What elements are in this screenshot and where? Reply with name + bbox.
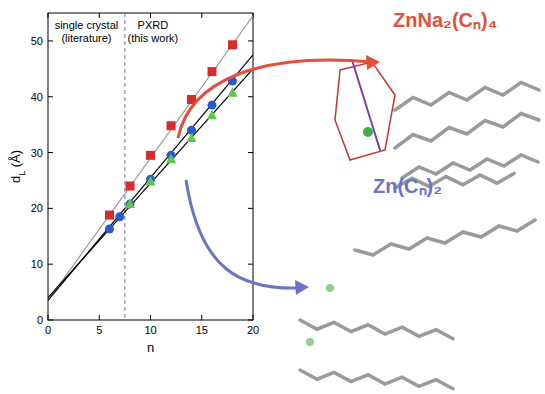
region-label: (literature)	[61, 32, 111, 44]
arrow	[186, 180, 300, 288]
compound-label: Zn(Cₙ)₂	[373, 175, 442, 197]
chain	[300, 370, 453, 389]
point	[125, 198, 135, 208]
y-tick	[248, 40, 253, 41]
x-tick	[48, 13, 49, 18]
x-tick	[99, 315, 100, 320]
x-tick	[253, 315, 254, 320]
y-tick	[248, 320, 253, 321]
x-tick	[150, 315, 151, 320]
bond	[352, 60, 380, 150]
point	[146, 176, 156, 186]
y-tick	[48, 40, 53, 41]
y-tick	[48, 208, 53, 209]
point	[187, 133, 197, 143]
x-tick	[201, 315, 202, 320]
point	[167, 121, 176, 130]
arrows	[178, 55, 380, 295]
point	[126, 199, 135, 208]
x-tick	[150, 13, 151, 18]
point	[166, 154, 176, 164]
point	[228, 40, 237, 49]
region-label: single crystal	[55, 19, 119, 31]
y-tick-label: 10	[31, 258, 43, 270]
x-tick-label: 0	[45, 324, 51, 336]
x-axis-label: n	[147, 340, 154, 355]
x-tick-label: 15	[196, 324, 208, 336]
point	[207, 110, 217, 120]
y-tick	[48, 152, 53, 153]
x-tick	[48, 315, 49, 320]
atom	[363, 127, 373, 137]
point	[146, 151, 155, 160]
x-tick-label: 10	[144, 324, 156, 336]
y-tick	[248, 96, 253, 97]
arrowhead	[366, 55, 380, 70]
y-tick-label: 40	[31, 91, 43, 103]
chain	[300, 320, 453, 339]
x-tick	[99, 13, 100, 18]
point	[126, 182, 135, 191]
y-tick	[48, 320, 53, 321]
y-tick	[48, 264, 53, 265]
chain	[355, 220, 535, 255]
y-tick-label: 20	[31, 202, 43, 214]
atom	[306, 338, 314, 346]
molecule-drawings	[300, 60, 539, 389]
chart: 0 5 10 15 20 0 10 20 30 40 50 n dL (Å) single crystal…	[0, 0, 545, 394]
y-tick-label: 0	[37, 314, 43, 326]
compound-label: ZnNa₂(Cₙ)₄	[393, 9, 497, 31]
point	[105, 211, 114, 220]
point	[208, 101, 217, 110]
x-tick-label: 5	[96, 324, 102, 336]
point	[115, 212, 124, 221]
chain	[395, 83, 539, 111]
x-tick-label: 20	[247, 324, 259, 336]
divider	[124, 13, 125, 320]
arrow	[178, 60, 372, 138]
y-axis-label: dL (Å)	[8, 150, 27, 183]
atom	[326, 284, 334, 292]
y-axis-label-part: (Å)	[8, 150, 23, 171]
x-tick	[201, 13, 202, 18]
arrowhead	[295, 280, 309, 295]
chain	[395, 114, 539, 149]
point	[105, 225, 114, 234]
point	[208, 67, 217, 76]
y-tick	[248, 152, 253, 153]
coordination	[335, 62, 395, 160]
y-axis-label-part: d	[8, 176, 23, 183]
fit-line	[48, 16, 253, 301]
y-tick	[248, 208, 253, 209]
plot-frame	[48, 13, 253, 320]
region-label: (this work)	[128, 32, 179, 44]
y-tick	[248, 264, 253, 265]
point	[228, 87, 238, 97]
plot-data	[48, 16, 253, 301]
y-tick-label: 30	[31, 147, 43, 159]
region-label: PXRD	[138, 19, 169, 31]
y-tick	[48, 96, 53, 97]
y-tick-label: 50	[31, 35, 43, 47]
